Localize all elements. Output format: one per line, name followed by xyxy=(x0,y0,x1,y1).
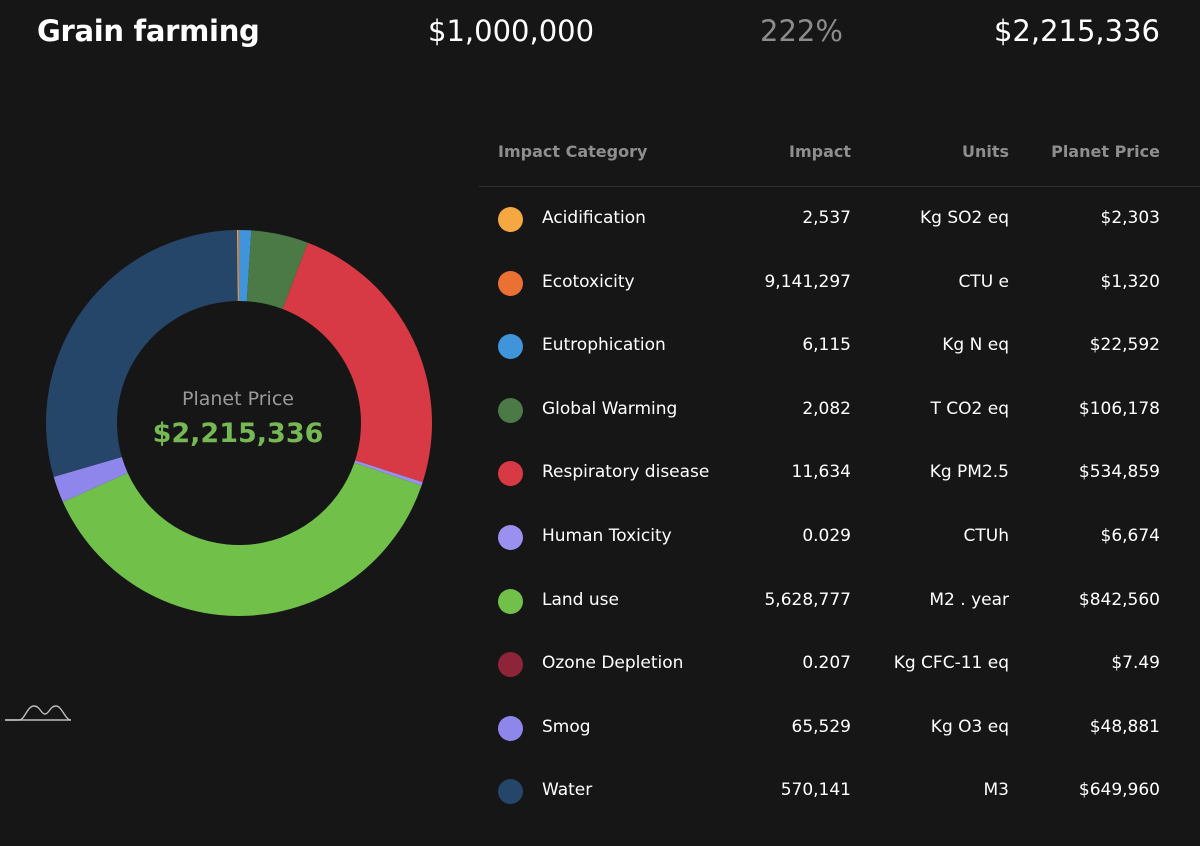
legend-dot-icon xyxy=(498,207,523,232)
donut-slice-ozone-depletion[interactable] xyxy=(62,472,128,502)
row-impact: 6,115 xyxy=(802,335,851,356)
header-planet-price-col: Planet Price xyxy=(1051,142,1160,161)
row-category: Respiratory disease xyxy=(542,462,710,483)
legend-dot-icon xyxy=(498,334,523,360)
row-category: Global Warming xyxy=(542,398,678,419)
row-impact: 2,082 xyxy=(802,398,851,419)
table-body: Acidification 2,537 Kg SO2 eq $2,303 Eco… xyxy=(479,187,1200,823)
row-impact: 9,141,297 xyxy=(764,271,851,292)
legend-dot-icon xyxy=(498,652,523,678)
header-units: Units xyxy=(961,142,1009,161)
row-impact: 65,529 xyxy=(791,716,851,737)
row-units: T CO2 eq xyxy=(930,398,1009,419)
donut-slice-acidification[interactable] xyxy=(237,230,239,302)
donut-slice-ecotoxicity[interactable] xyxy=(238,230,239,302)
row-category: Ozone Depletion xyxy=(542,653,684,674)
row-impact: 11,634 xyxy=(791,462,851,483)
table-row: Human Toxicity 0.029 CTUh $6,674 xyxy=(479,505,1200,569)
row-price: $7.49 xyxy=(1111,653,1160,674)
table-row: Smog 65,529 Kg O3 eq $48,881 xyxy=(479,696,1200,760)
row-price: $1,320 xyxy=(1100,271,1160,292)
row-units: CTUh xyxy=(963,525,1009,546)
donut-center-label: Planet Price xyxy=(182,388,294,410)
row-price: $2,303 xyxy=(1100,208,1160,228)
legend-dot-icon xyxy=(498,461,523,487)
row-impact: 2,537 xyxy=(802,208,851,228)
table-row: Global Warming 2,082 T CO2 eq $106,178 xyxy=(479,378,1200,442)
row-category: Eutrophication xyxy=(542,335,666,356)
brand-logo-icon xyxy=(5,705,72,721)
row-category: Human Toxicity xyxy=(542,525,672,546)
row-units: M3 xyxy=(983,780,1009,801)
legend-dot-icon xyxy=(498,715,523,741)
row-category: Land use xyxy=(542,589,619,610)
table-row: Ozone Depletion 0.207 Kg CFC-11 eq $7.49 xyxy=(479,632,1200,696)
header: Grain farming $1,000,000 222% $2,215,336 xyxy=(0,0,1200,70)
header-planet-price: $2,215,336 xyxy=(993,14,1160,48)
donut-center-value: $2,215,336 xyxy=(152,418,324,449)
investment-amount: $1,000,000 xyxy=(428,14,595,48)
donut-slice-water[interactable] xyxy=(46,230,238,477)
table-row: Eutrophication 6,115 Kg N eq $22,592 xyxy=(479,314,1200,378)
header-impact-category: Impact Category xyxy=(498,142,648,161)
row-units: Kg PM2.5 xyxy=(929,462,1009,483)
row-category: Water xyxy=(542,780,593,801)
row-price: $106,178 xyxy=(1078,398,1160,419)
ratio-percentage: 222% xyxy=(760,14,843,48)
row-units: Kg SO2 eq xyxy=(920,208,1009,228)
legend-dot-icon xyxy=(498,779,523,805)
header-impact: Impact xyxy=(788,142,851,161)
row-units: M2 . year xyxy=(929,589,1009,610)
impact-table: Impact Category Impact Units Planet Pric… xyxy=(479,120,1200,823)
row-units: Kg N eq xyxy=(942,335,1009,356)
page-title: Grain farming xyxy=(37,14,260,48)
row-price: $534,859 xyxy=(1078,462,1160,483)
legend-dot-icon xyxy=(498,270,523,296)
row-price: $842,560 xyxy=(1078,589,1160,610)
donut-slice-eutrophication[interactable] xyxy=(239,230,252,302)
row-price: $22,592 xyxy=(1089,335,1160,356)
donut-slice-human-toxicity[interactable] xyxy=(354,460,423,486)
row-units: Kg CFC-11 eq xyxy=(893,653,1009,674)
row-category: Acidification xyxy=(542,208,646,228)
table-row: Land use 5,628,777 M2 . year $842,560 xyxy=(479,569,1200,633)
row-category: Ecotoxicity xyxy=(542,271,635,292)
row-impact: 5,628,777 xyxy=(764,589,851,610)
donut-slice-land-use[interactable] xyxy=(62,462,422,616)
legend-dot-icon xyxy=(498,588,523,614)
table-header: Impact Category Impact Units Planet Pric… xyxy=(479,120,1200,187)
table-row: Water 570,141 M3 $649,960 xyxy=(479,759,1200,823)
row-price: $48,881 xyxy=(1089,716,1160,737)
row-price: $6,674 xyxy=(1100,525,1160,546)
row-impact: 570,141 xyxy=(780,780,851,801)
row-price: $649,960 xyxy=(1078,780,1160,801)
row-impact: 0.029 xyxy=(802,525,851,546)
legend-dot-icon xyxy=(498,524,523,550)
donut-slice-respiratory-disease[interactable] xyxy=(282,242,432,483)
donut-chart xyxy=(46,230,432,616)
donut-slice-global-warming[interactable] xyxy=(246,230,308,310)
table-row: Acidification 2,537 Kg SO2 eq $2,303 xyxy=(479,187,1200,251)
row-impact: 0.207 xyxy=(802,653,851,674)
donut-slice-smog[interactable] xyxy=(53,457,128,502)
row-category: Smog xyxy=(542,716,591,737)
table-row: Respiratory disease 11,634 Kg PM2.5 $534… xyxy=(479,441,1200,505)
legend-dot-icon xyxy=(498,397,523,423)
table-row: Ecotoxicity 9,141,297 CTU e $1,320 xyxy=(479,251,1200,315)
row-units: Kg O3 eq xyxy=(930,716,1009,737)
row-units: CTU e xyxy=(958,271,1009,292)
